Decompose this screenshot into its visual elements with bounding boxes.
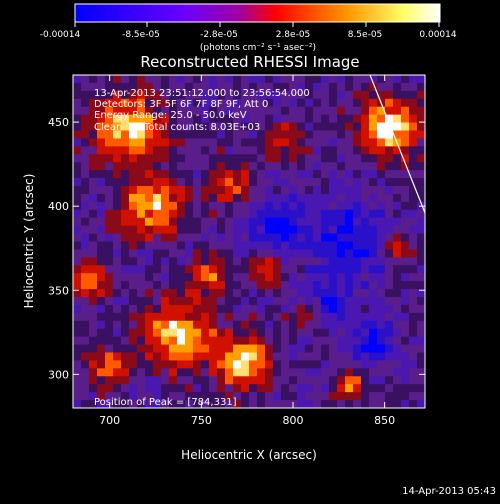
y-tick-label: 400 [48,200,69,213]
annotation-time-range: 13-Apr-2013 23:51:12.000 to 23:56:54.000 [94,88,310,99]
colorbar-tick-label-1: -8.5e-05 [122,30,160,40]
y-tick-label: 300 [48,368,69,381]
colorbar-tick-label-5: 0.00014 [419,30,456,40]
x-tick-label: 850 [374,414,395,427]
annotation-peak-position: Position of Peak = [784,331] [94,397,237,408]
x-tick-label: 700 [99,414,120,427]
y-axis-label: Heliocentric Y (arcsec) [22,174,36,309]
colorbar [74,3,441,23]
chart-title: Reconstructed RHESSI Image [140,53,359,71]
y-tick-label: 450 [48,116,69,129]
annotation-detectors: Detectors: 3F 5F 6F 7F 8F 9F, Att 0 [94,99,268,110]
axis-ticks: 700 750 800 850 300 350 400 450 [48,75,425,427]
colorbar-tick-label-2: -2.8e-05 [200,30,238,40]
colorbar-tick-label-4: 8.5e-05 [348,30,383,40]
x-tick-label: 750 [191,414,212,427]
x-axis-label: Heliocentric X (arcsec) [181,448,317,462]
colorbar-tick-label-0: -0.00014 [40,30,81,40]
heatmap [73,75,425,408]
footer-timestamp: 14-Apr-2013 05:43 [402,486,496,497]
x-tick-label: 800 [283,414,304,427]
y-tick-label: 350 [48,284,69,297]
colorbar-tick-label-3: 2.8e-05 [276,30,311,40]
annotation-total-counts: Total counts: 8.03E+03 [143,122,260,133]
colorbar-units: (photons cm⁻² s⁻¹ asec⁻²) [200,43,316,53]
colorbar-ticks [74,22,440,27]
plot-frame [72,74,426,409]
annotation-energy-range: Energy Range: 25.0 - 50.0 keV [94,110,247,121]
annotation-method: Clean [94,122,122,133]
limb-line [369,75,425,214]
